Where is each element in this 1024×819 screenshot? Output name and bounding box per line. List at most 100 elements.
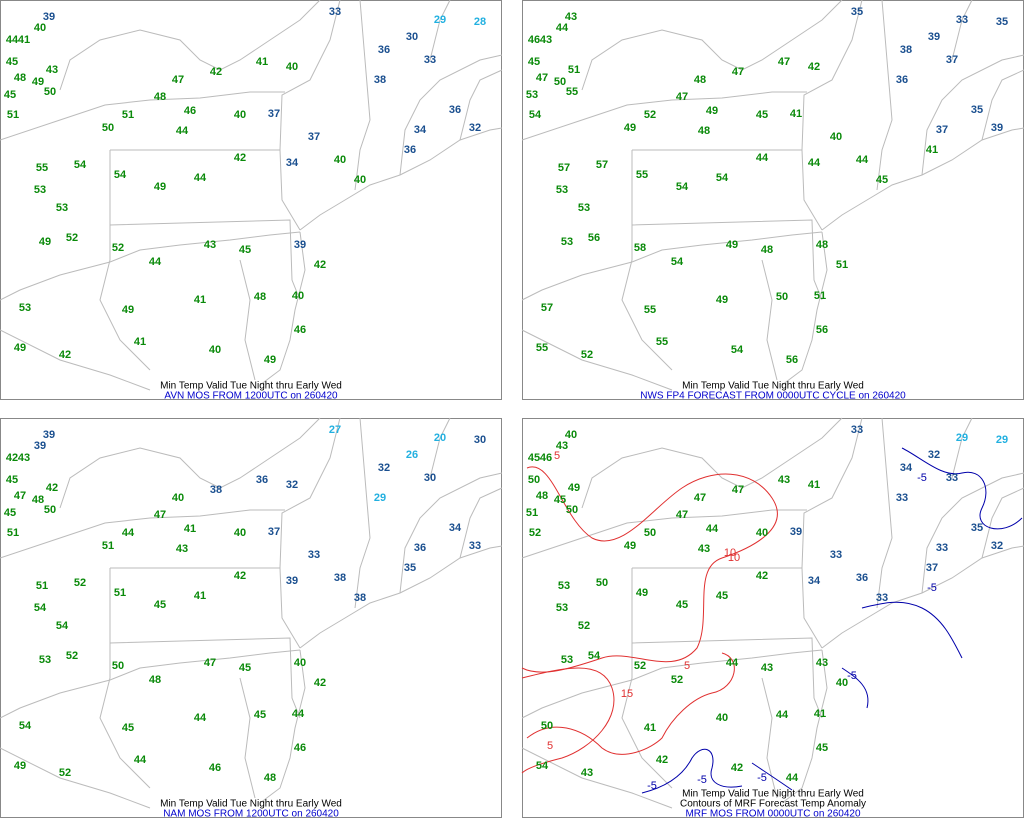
station-value: 33 <box>469 540 481 552</box>
station-value: 45 <box>4 89 16 101</box>
station-value: 41 <box>194 294 206 306</box>
station-value: 54 <box>716 172 729 184</box>
station-value: 36 <box>449 104 461 116</box>
station-value: 42 <box>234 570 246 582</box>
station-value: 40 <box>716 712 728 724</box>
station-value: 40 <box>34 22 46 34</box>
station-value: 54 <box>529 109 542 121</box>
station-value: 48 <box>14 72 26 84</box>
station-value: 42 <box>59 349 71 361</box>
station-value: 45 <box>528 452 540 464</box>
station-value: 41 <box>194 590 206 602</box>
station-value: 39 <box>991 122 1003 134</box>
station-value: 48 <box>254 291 266 303</box>
station-value: 45 <box>154 599 166 611</box>
station-value: 45 <box>122 722 134 734</box>
station-value: 33 <box>896 492 908 504</box>
station-value: 40 <box>172 492 184 504</box>
station-value: 53 <box>558 580 570 592</box>
station-value: 40 <box>234 109 246 121</box>
panel-subtitle: MRF MOS FROM 0000UTC on 260420 <box>685 809 860 819</box>
station-value: 42 <box>6 452 18 464</box>
station-value: 49 <box>624 540 636 552</box>
station-value: 39 <box>34 440 46 452</box>
station-value: 54 <box>731 344 744 356</box>
station-value: 56 <box>786 354 798 366</box>
panel-subtitle: AVN MOS FROM 1200UTC on 260420 <box>164 391 338 402</box>
station-value: 32 <box>928 449 940 461</box>
panel-title: Min Temp Valid Tue Night thru Early Wed <box>160 799 342 810</box>
panel-subtitle: NWS FP4 FORECAST FROM 0000UTC CYCLE on 2… <box>640 391 906 402</box>
station-value: 45 <box>676 599 688 611</box>
station-value: 50 <box>554 76 566 88</box>
station-value: 50 <box>528 474 540 486</box>
station-value: 49 <box>264 354 276 366</box>
station-value: 52 <box>74 577 86 589</box>
station-value: 49 <box>14 342 26 354</box>
station-value: 48 <box>694 74 706 86</box>
station-value: 43 <box>46 64 58 76</box>
contour-label: 15 <box>621 688 633 700</box>
station-value: 45 <box>876 174 888 186</box>
panel: Min Temp Valid Tue Night thru Early Wed … <box>0 0 503 402</box>
station-value: 36 <box>378 44 390 56</box>
station-value: 51 <box>102 540 114 552</box>
station-value: 42 <box>210 66 222 78</box>
station-value: 48 <box>154 91 166 103</box>
station-value: 40 <box>836 677 848 689</box>
station-value: 36 <box>856 572 868 584</box>
station-value: 27 <box>329 424 341 436</box>
station-value: 54 <box>56 620 69 632</box>
station-value: 46 <box>184 105 196 117</box>
station-value: 34 <box>414 124 427 136</box>
station-value: 55 <box>536 342 548 354</box>
station-value: 47 <box>536 72 548 84</box>
station-value: 37 <box>946 54 958 66</box>
contour-label: 5 <box>554 450 560 462</box>
station-value: 44 <box>194 172 207 184</box>
panel: Min Temp Valid Tue Night thru Early Wed … <box>0 417 503 819</box>
station-value: 48 <box>698 125 710 137</box>
station-value: 44 <box>808 157 821 169</box>
station-value: 40 <box>234 527 246 539</box>
station-value: 43 <box>816 657 828 669</box>
station-value: 58 <box>634 242 646 254</box>
station-value: 33 <box>936 542 948 554</box>
station-value: 40 <box>354 174 366 186</box>
station-value: 45 <box>756 109 768 121</box>
station-value: 49 <box>716 294 728 306</box>
station-value: 46 <box>294 324 306 336</box>
station-value: 37 <box>308 131 320 143</box>
station-value: 45 <box>716 590 728 602</box>
station-value: 52 <box>66 650 78 662</box>
station-value: 45 <box>816 742 828 754</box>
station-value: 53 <box>561 654 573 666</box>
contour-label: -5 <box>847 670 857 682</box>
station-value: 54 <box>676 181 689 193</box>
station-value: 32 <box>991 540 1003 552</box>
station-value: 44 <box>176 125 189 137</box>
station-value: 52 <box>581 349 593 361</box>
station-value: 32 <box>378 462 390 474</box>
contour-label: -5 <box>697 774 707 786</box>
station-value: 53 <box>578 202 590 214</box>
station-value: 45 <box>6 474 18 486</box>
station-value: 41 <box>790 108 802 120</box>
panel-border <box>0 0 502 400</box>
station-value: 33 <box>946 472 958 484</box>
station-value: 44 <box>149 256 162 268</box>
station-value: 40 <box>565 429 577 441</box>
station-value: 39 <box>294 239 306 251</box>
station-value: 41 <box>926 144 938 156</box>
station-value: 50 <box>44 86 56 98</box>
station-value: 43 <box>581 767 593 779</box>
station-value: 43 <box>18 452 30 464</box>
station-value: 41 <box>256 56 268 68</box>
station-value: 40 <box>334 154 346 166</box>
station-value: 53 <box>19 302 31 314</box>
station-value: 51 <box>568 64 580 76</box>
station-value: 45 <box>6 56 18 68</box>
contour-label: -5 <box>757 772 767 784</box>
station-value: 54 <box>74 159 87 171</box>
